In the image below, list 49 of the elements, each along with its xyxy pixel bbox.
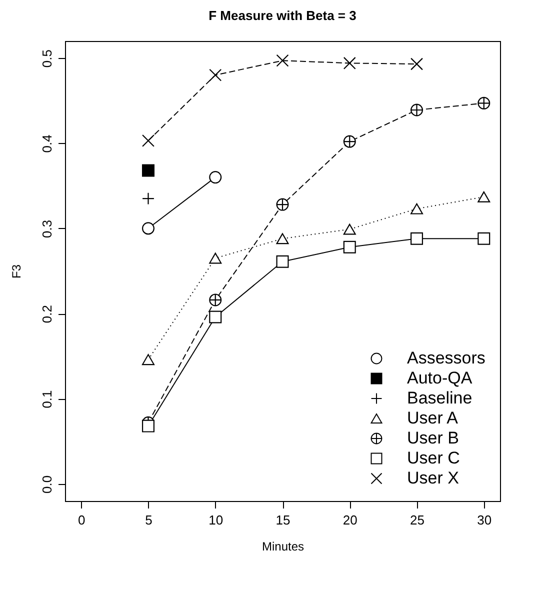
x-tick-label: 15 [276, 512, 290, 528]
chart-title: F Measure with Beta = 3 [208, 8, 356, 23]
point [142, 192, 154, 205]
legend-label: User C [407, 448, 460, 468]
x-tick-label: 0 [78, 512, 86, 528]
point [142, 134, 154, 147]
point [478, 96, 490, 110]
y-tick-label: 0.1 [40, 390, 54, 408]
point [276, 255, 289, 268]
x-tick-label: 5 [145, 512, 152, 528]
legend-label: User X [407, 468, 459, 488]
y-tick-label: 0.4 [40, 134, 54, 153]
point [343, 224, 356, 235]
point [276, 233, 289, 244]
legend-label: User A [407, 408, 459, 428]
point [209, 171, 222, 184]
point [209, 310, 222, 324]
x-tick-label: 25 [410, 512, 424, 528]
point [343, 56, 356, 70]
y-tick-label: 0.5 [40, 50, 54, 68]
point [209, 294, 222, 306]
point [478, 191, 490, 202]
x-axis-title: Minutes [262, 540, 304, 554]
point [209, 252, 222, 264]
legend-label: Assessors [407, 348, 486, 368]
y-tick-label: 0.0 [40, 475, 54, 494]
point [209, 68, 222, 82]
point [142, 222, 154, 235]
point [276, 54, 289, 67]
point [142, 354, 154, 366]
point [142, 164, 154, 177]
point [343, 135, 356, 148]
y-axis-title: F3 [10, 264, 24, 279]
point [478, 232, 490, 245]
x-tick-label: 10 [208, 512, 224, 528]
point [410, 104, 424, 116]
y-tick-label: 0.2 [40, 305, 54, 324]
point [410, 232, 424, 245]
legend-label: User B [407, 428, 459, 448]
point [410, 58, 424, 70]
point [276, 198, 289, 211]
x-tick-label: 30 [477, 512, 492, 528]
y-tick-label: 0.3 [40, 220, 54, 238]
point [142, 420, 154, 432]
x-tick-label: 20 [342, 512, 358, 528]
point [343, 240, 356, 254]
legend-label: Baseline [407, 388, 472, 408]
legend-label: Auto-QA [407, 368, 473, 388]
point [410, 203, 424, 214]
